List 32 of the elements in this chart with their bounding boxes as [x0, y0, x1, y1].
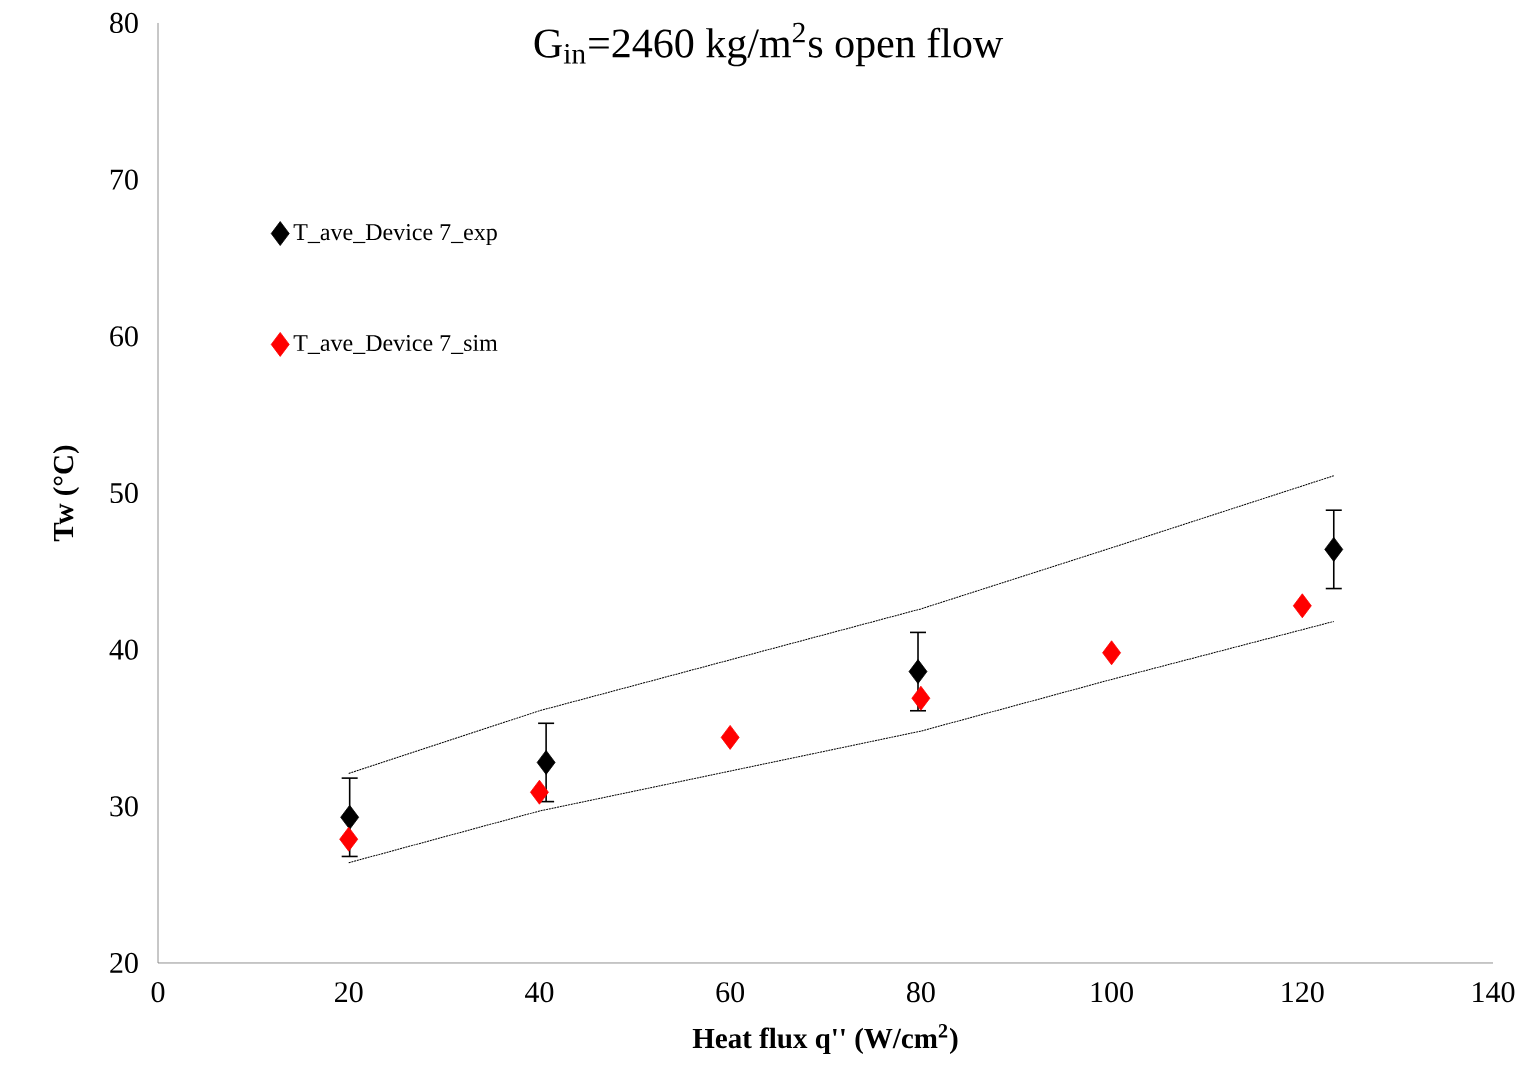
point: [530, 779, 549, 805]
x-tick-label: 40: [525, 982, 554, 1003]
y-tick-label: 30: [110, 796, 138, 817]
y-tick-label: 50: [110, 482, 138, 504]
x-tick-label: 80: [907, 982, 935, 1003]
y-tick-label: 20: [110, 952, 138, 974]
y-tick-label: 40: [109, 639, 138, 660]
point: [340, 804, 360, 830]
point: [908, 659, 928, 684]
point: [536, 750, 556, 775]
line-series: [348, 475, 1335, 774]
x-axis-title: Heat flux q'' (W/cm$^{2}$): [692, 1024, 958, 1055]
chart-title: G$_{in}$=2460 kg/m$^{2}$s open flow: [534, 22, 1004, 67]
x-tick-label: 100: [1091, 982, 1133, 1003]
x-tick-label: 60: [716, 982, 745, 1003]
point: [720, 724, 740, 750]
point: [339, 826, 359, 852]
y-tick-label: 60: [110, 326, 138, 347]
x-tick-label: 0: [151, 982, 165, 1003]
legend-label: T_ave_Device 7_sim: [293, 334, 498, 354]
y-tick-label: 70: [110, 169, 138, 190]
legend-label: T_ave_Device 7_exp: [293, 224, 497, 246]
point: [1292, 593, 1312, 619]
point: [911, 685, 931, 711]
point: [1324, 536, 1344, 562]
line-series: [348, 620, 1335, 864]
x-tick-label: 20: [335, 982, 363, 1003]
y-tick-label: 80: [110, 12, 138, 34]
point: [1102, 640, 1121, 666]
x-tick-label: 120: [1282, 982, 1324, 1003]
y-axis-title: Tw (°C): [52, 445, 80, 542]
x-tick-label: 140: [1473, 982, 1515, 1003]
